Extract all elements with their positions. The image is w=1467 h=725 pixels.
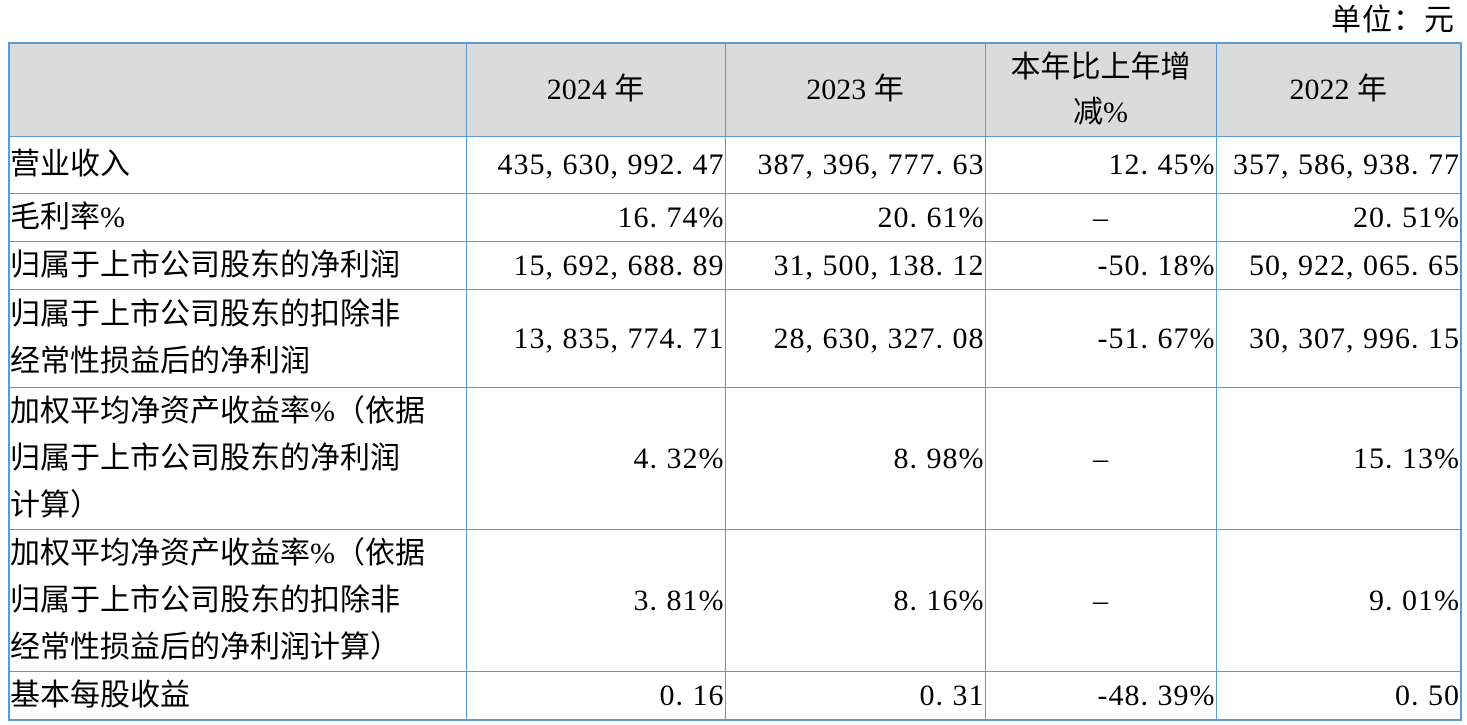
table-header-row: 2024 年 2023 年 本年比上年增 减% 2022 年 — [8, 42, 1462, 137]
column-header-blank — [8, 42, 467, 137]
row-label: 基本每股收益 — [8, 670, 467, 720]
cell-2023: 31, 500, 138. 12 — [724, 240, 986, 290]
table-row-eps: 基本每股收益 0. 16 0. 31 -48. 39% 0. 50 — [8, 670, 1462, 720]
row-label: 营业收入 — [8, 135, 467, 194]
column-header-2024: 2024 年 — [465, 42, 726, 137]
cell-2023: 28, 630, 327. 08 — [724, 288, 986, 388]
table-row-net-profit: 归属于上市公司股东的净利润 15, 692, 688. 89 31, 500, … — [8, 240, 1462, 290]
cell-2024: 4. 32% — [465, 386, 726, 530]
cell-2024: 3. 81% — [465, 528, 726, 672]
row-label: 归属于上市公司股东的扣除非 经常性损益后的净利润 — [8, 288, 467, 388]
table-row-roe: 加权平均净资产收益率%（依据 归属于上市公司股东的净利润 计算） 4. 32% … — [8, 386, 1462, 530]
row-label: 归属于上市公司股东的净利润 — [8, 240, 467, 290]
cell-2023: 20. 61% — [724, 192, 986, 242]
cell-2022: 0. 50 — [1215, 670, 1462, 720]
cell-2022: 50, 922, 065. 65 — [1215, 240, 1462, 290]
table-row-revenue: 营业收入 435, 630, 992. 47 387, 396, 777. 63… — [8, 135, 1462, 194]
cell-2022: 357, 586, 938. 77 — [1215, 135, 1462, 194]
row-label: 毛利率% — [8, 192, 467, 242]
table-row-roe-deducted: 加权平均净资产收益率%（依据 归属于上市公司股东的扣除非 经常性损益后的净利润计… — [8, 528, 1462, 672]
cell-change: – — [984, 386, 1217, 530]
cell-change: -48. 39% — [984, 670, 1217, 720]
table-row-net-profit-deducted: 归属于上市公司股东的扣除非 经常性损益后的净利润 13, 835, 774. 7… — [8, 288, 1462, 388]
cell-2023: 387, 396, 777. 63 — [724, 135, 986, 194]
cell-2022: 15. 13% — [1215, 386, 1462, 530]
cell-2022: 9. 01% — [1215, 528, 1462, 672]
cell-2023: 8. 16% — [724, 528, 986, 672]
cell-2024: 0. 16 — [465, 670, 726, 720]
cell-change: 12. 45% — [984, 135, 1217, 194]
cell-change: -51. 67% — [984, 288, 1217, 388]
cell-2024: 15, 692, 688. 89 — [465, 240, 726, 290]
cell-change: – — [984, 192, 1217, 242]
cell-2022: 20. 51% — [1215, 192, 1462, 242]
cell-2024: 16. 74% — [465, 192, 726, 242]
column-header-2023: 2023 年 — [724, 42, 986, 137]
row-label: 加权平均净资产收益率%（依据 归属于上市公司股东的净利润 计算） — [8, 386, 467, 530]
cell-2024: 435, 630, 992. 47 — [465, 135, 726, 194]
financial-summary-table: 2024 年 2023 年 本年比上年增 减% 2022 年 营业收入 435,… — [8, 42, 1462, 721]
cell-2022: 30, 307, 996. 15 — [1215, 288, 1462, 388]
cell-change: – — [984, 528, 1217, 672]
row-label: 加权平均净资产收益率%（依据 归属于上市公司股东的扣除非 经常性损益后的净利润计… — [8, 528, 467, 672]
cell-2024: 13, 835, 774. 71 — [465, 288, 726, 388]
cell-2023: 0. 31 — [724, 670, 986, 720]
column-header-change: 本年比上年增 减% — [984, 42, 1217, 137]
column-header-2022: 2022 年 — [1215, 42, 1462, 137]
cell-change: -50. 18% — [984, 240, 1217, 290]
table-row-gross-margin: 毛利率% 16. 74% 20. 61% – 20. 51% — [8, 192, 1462, 242]
cell-2023: 8. 98% — [724, 386, 986, 530]
unit-label: 单位：元 — [1331, 4, 1455, 37]
